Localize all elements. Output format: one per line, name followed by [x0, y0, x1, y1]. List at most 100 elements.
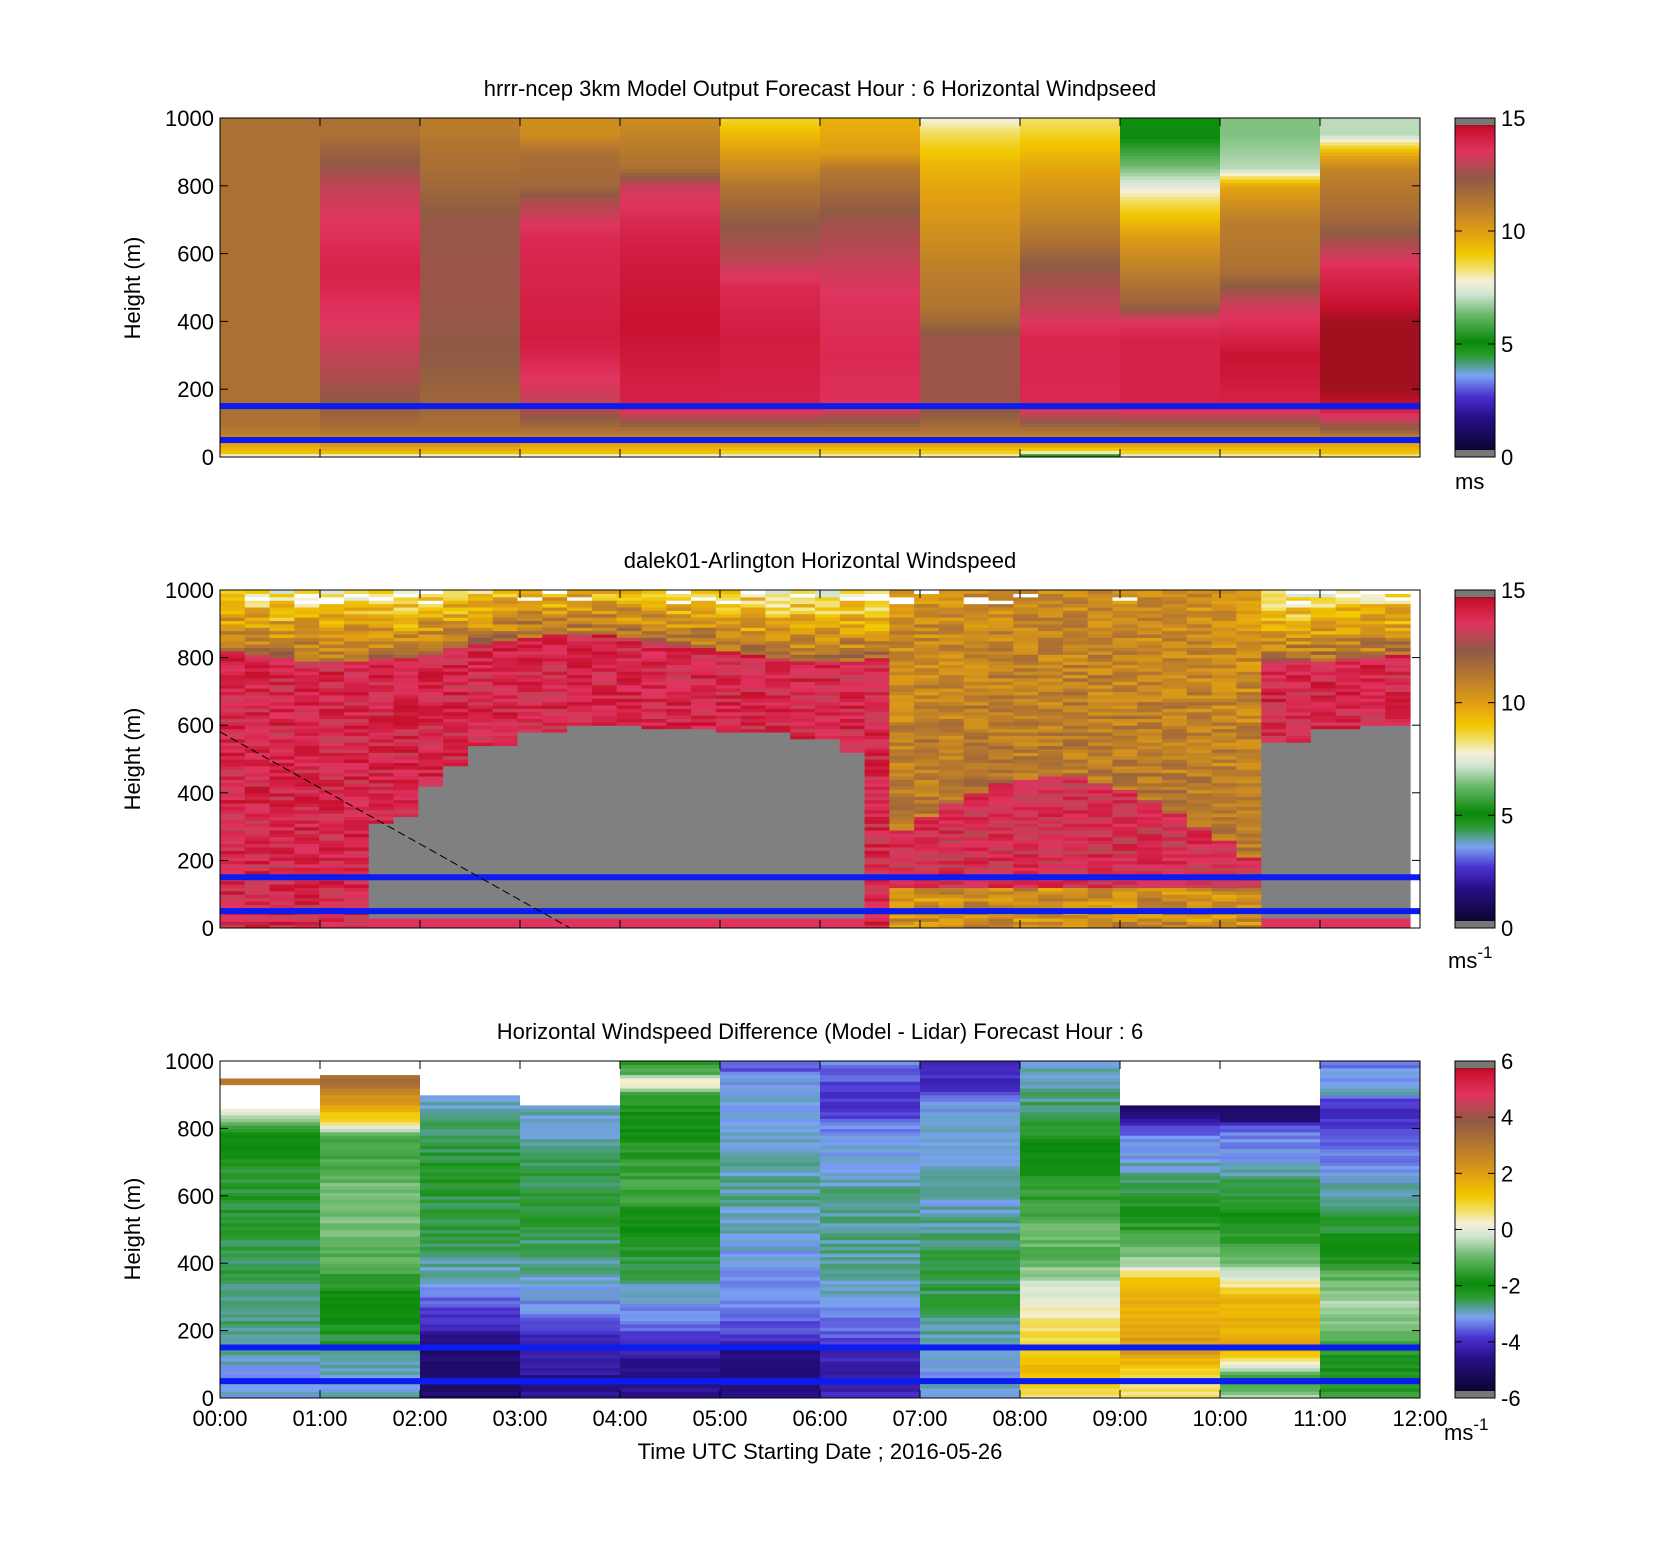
heatmap-cell [641, 904, 667, 909]
heatmap-cell [820, 256, 921, 261]
heatmap-cell [641, 846, 667, 851]
heatmap-cell [914, 664, 940, 669]
heatmap-cell [220, 453, 321, 457]
heatmap-cell [920, 382, 1021, 387]
heatmap-cell [1013, 846, 1039, 851]
heatmap-cell [443, 593, 469, 598]
heatmap-cell [839, 684, 866, 689]
heatmap-cell [443, 681, 469, 686]
heatmap-cell [839, 657, 866, 662]
heatmap-cell [988, 829, 1014, 834]
heatmap-cell [443, 711, 469, 716]
heatmap-cell [765, 762, 791, 767]
heatmap-cell [220, 175, 321, 180]
heatmap-cell [720, 185, 821, 190]
heatmap-cell [418, 748, 444, 753]
heatmap-cell [988, 796, 1014, 801]
heatmap-cell [294, 836, 320, 841]
heatmap-cell [815, 799, 841, 804]
heatmap-cell [1038, 894, 1064, 899]
heatmap-cell [1320, 372, 1420, 377]
heatmap-cell [220, 704, 246, 709]
heatmap-cell [1038, 853, 1064, 858]
heatmap-cell [320, 399, 421, 404]
heatmap-cell [393, 816, 419, 821]
heatmap-cell [914, 759, 940, 763]
heatmap-cell [720, 263, 821, 268]
heatmap-cell [616, 772, 643, 777]
heatmap-cell [1013, 799, 1039, 804]
heatmap-cell [938, 857, 965, 861]
heatmap-cell [1038, 759, 1064, 763]
heatmap-cell [393, 715, 419, 720]
heatmap-cell [1112, 725, 1138, 730]
heatmap-cell [269, 843, 295, 848]
heatmap-cell [420, 202, 521, 207]
heatmap-cell [616, 718, 643, 723]
heatmap-cell [443, 759, 469, 763]
heatmap-cell [1112, 715, 1138, 720]
heatmap-cell [691, 890, 717, 895]
heatmap-cell [420, 128, 521, 133]
heatmap-cell [988, 806, 1014, 811]
heatmap-cell [467, 863, 494, 868]
heatmap-cell [591, 644, 618, 649]
heatmap-cell [820, 151, 921, 156]
heatmap-cell [920, 148, 1021, 153]
heatmap-cell [715, 637, 742, 642]
heatmap-cell [715, 728, 742, 733]
heatmap-cell [920, 348, 1021, 353]
heatmap-cell [320, 341, 421, 346]
heatmap-cell [343, 664, 370, 669]
heatmap-cell [492, 667, 519, 672]
heatmap-cell [591, 867, 618, 872]
heatmap-cell [1220, 358, 1321, 363]
heatmap-cell [815, 843, 841, 848]
heatmap-cell [963, 715, 990, 720]
heatmap-cell [492, 867, 519, 872]
heatmap-cell [418, 721, 444, 726]
heatmap-cell [988, 610, 1014, 615]
heatmap-cell [492, 900, 519, 905]
heatmap-cell [517, 698, 543, 703]
heatmap-cell [319, 610, 345, 615]
heatmap-cell [666, 728, 692, 733]
heatmap-cell [1320, 426, 1420, 431]
heatmap-cell [920, 345, 1021, 350]
heatmap-cell [418, 823, 444, 828]
heatmap-cell [641, 863, 667, 868]
heatmap-cell [467, 769, 494, 774]
heatmap-cell [368, 606, 395, 611]
heatmap-cell [492, 789, 519, 794]
heatmap-cell [620, 341, 721, 346]
heatmap-cell [1062, 627, 1089, 632]
heatmap-cell [1062, 745, 1089, 750]
heatmap-cell [320, 195, 421, 200]
heatmap-cell [641, 725, 667, 730]
heatmap-cell [765, 772, 791, 777]
heatmap-cell [616, 647, 643, 652]
heatmap-cell [815, 590, 841, 594]
heatmap-cell [666, 715, 692, 720]
heatmap-cell [319, 698, 345, 703]
heatmap-cell [914, 819, 940, 824]
heatmap-cell [1112, 789, 1138, 794]
heatmap-cell [790, 681, 816, 686]
heatmap-cell [443, 731, 469, 736]
heatmap-cell [319, 826, 345, 831]
heatmap-cell [920, 287, 1021, 292]
heatmap-cell [720, 395, 821, 400]
heatmap-cell [220, 640, 246, 645]
heatmap-cell [889, 650, 915, 655]
heatmap-cell [1062, 762, 1089, 767]
heatmap-cell [691, 623, 717, 628]
heatmap-cell [294, 660, 320, 665]
heatmap-cell [517, 819, 543, 824]
heatmap-cell [368, 684, 395, 689]
heatmap-cell [715, 627, 742, 632]
heatmap-cell [443, 755, 469, 760]
heatmap-cell [567, 600, 593, 605]
heatmap-cell [1038, 742, 1064, 747]
heatmap-cell [914, 590, 940, 594]
heatmap-cell [567, 711, 593, 716]
